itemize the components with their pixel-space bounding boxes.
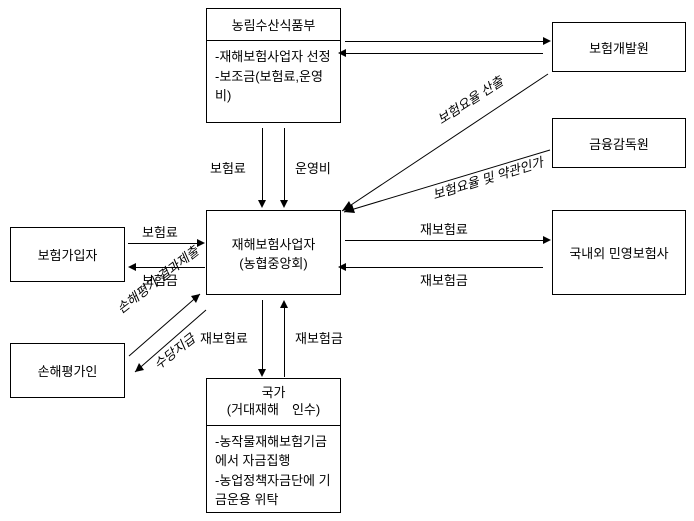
label-premium-down: 보험료 [210, 158, 246, 177]
ministry-title: 농림수산식품부 [207, 9, 340, 41]
node-ministry: 농림수산식품부 -재해보험사업자 선정 -보조금(보험료,운영비) [206, 8, 341, 123]
ministry-line1: -재해보험사업자 선정 [215, 47, 332, 67]
gov-header: 국가 (거대재해 인수) [207, 379, 340, 426]
node-insurer: 재해보험사업자 (농협중앙회) [206, 210, 341, 295]
label-premium-right: 보험료 [142, 222, 178, 241]
gov-title: 국가 [211, 385, 336, 402]
insurer-title: 재해보험사업자 [232, 234, 316, 253]
kidi-title: 보험개발원 [589, 38, 649, 57]
label-operating-down: 운영비 [295, 158, 331, 177]
label-repremium-right: 재보험료 [420, 219, 468, 238]
node-assessor: 손해평가인 [10, 343, 125, 398]
private-title: 국내외 민영보험사 [569, 243, 668, 262]
assessor-title: 손해평가인 [38, 361, 98, 380]
ministry-line2: -보조금(보험료,운영비) [215, 67, 332, 106]
node-gov: 국가 (거대재해 인수) -농작물재해보험기금에서 자금집행 -농업정책자금단에… [206, 378, 341, 513]
label-repayout-left: 재보험금 [420, 270, 468, 289]
node-private: 국내외 민영보험사 [552, 210, 686, 295]
node-subscriber: 보험가입자 [10, 227, 125, 282]
ministry-body: -재해보험사업자 선정 -보조금(보험료,운영비) [207, 41, 340, 112]
insurer-sub: (농협중앙회) [239, 253, 307, 272]
gov-body: -농작물재해보험기금에서 자금집행 -농업정책자금단에 기금운용 위탁 [207, 426, 340, 516]
gov-line2: -농업정책자금단에 기금운용 위탁 [215, 471, 332, 510]
label-repremium-down: 재보험료 [200, 328, 248, 347]
gov-line1: -농작물재해보험기금에서 자금집행 [215, 432, 332, 471]
node-fss: 금융감독원 [552, 118, 686, 168]
label-repayout-up: 재보험금 [295, 328, 343, 347]
node-kidi: 보험개발원 [552, 22, 686, 72]
subscriber-title: 보험가입자 [38, 245, 98, 264]
gov-sub: (거대재해 인수) [211, 402, 336, 419]
fss-title: 금융감독원 [589, 134, 649, 153]
